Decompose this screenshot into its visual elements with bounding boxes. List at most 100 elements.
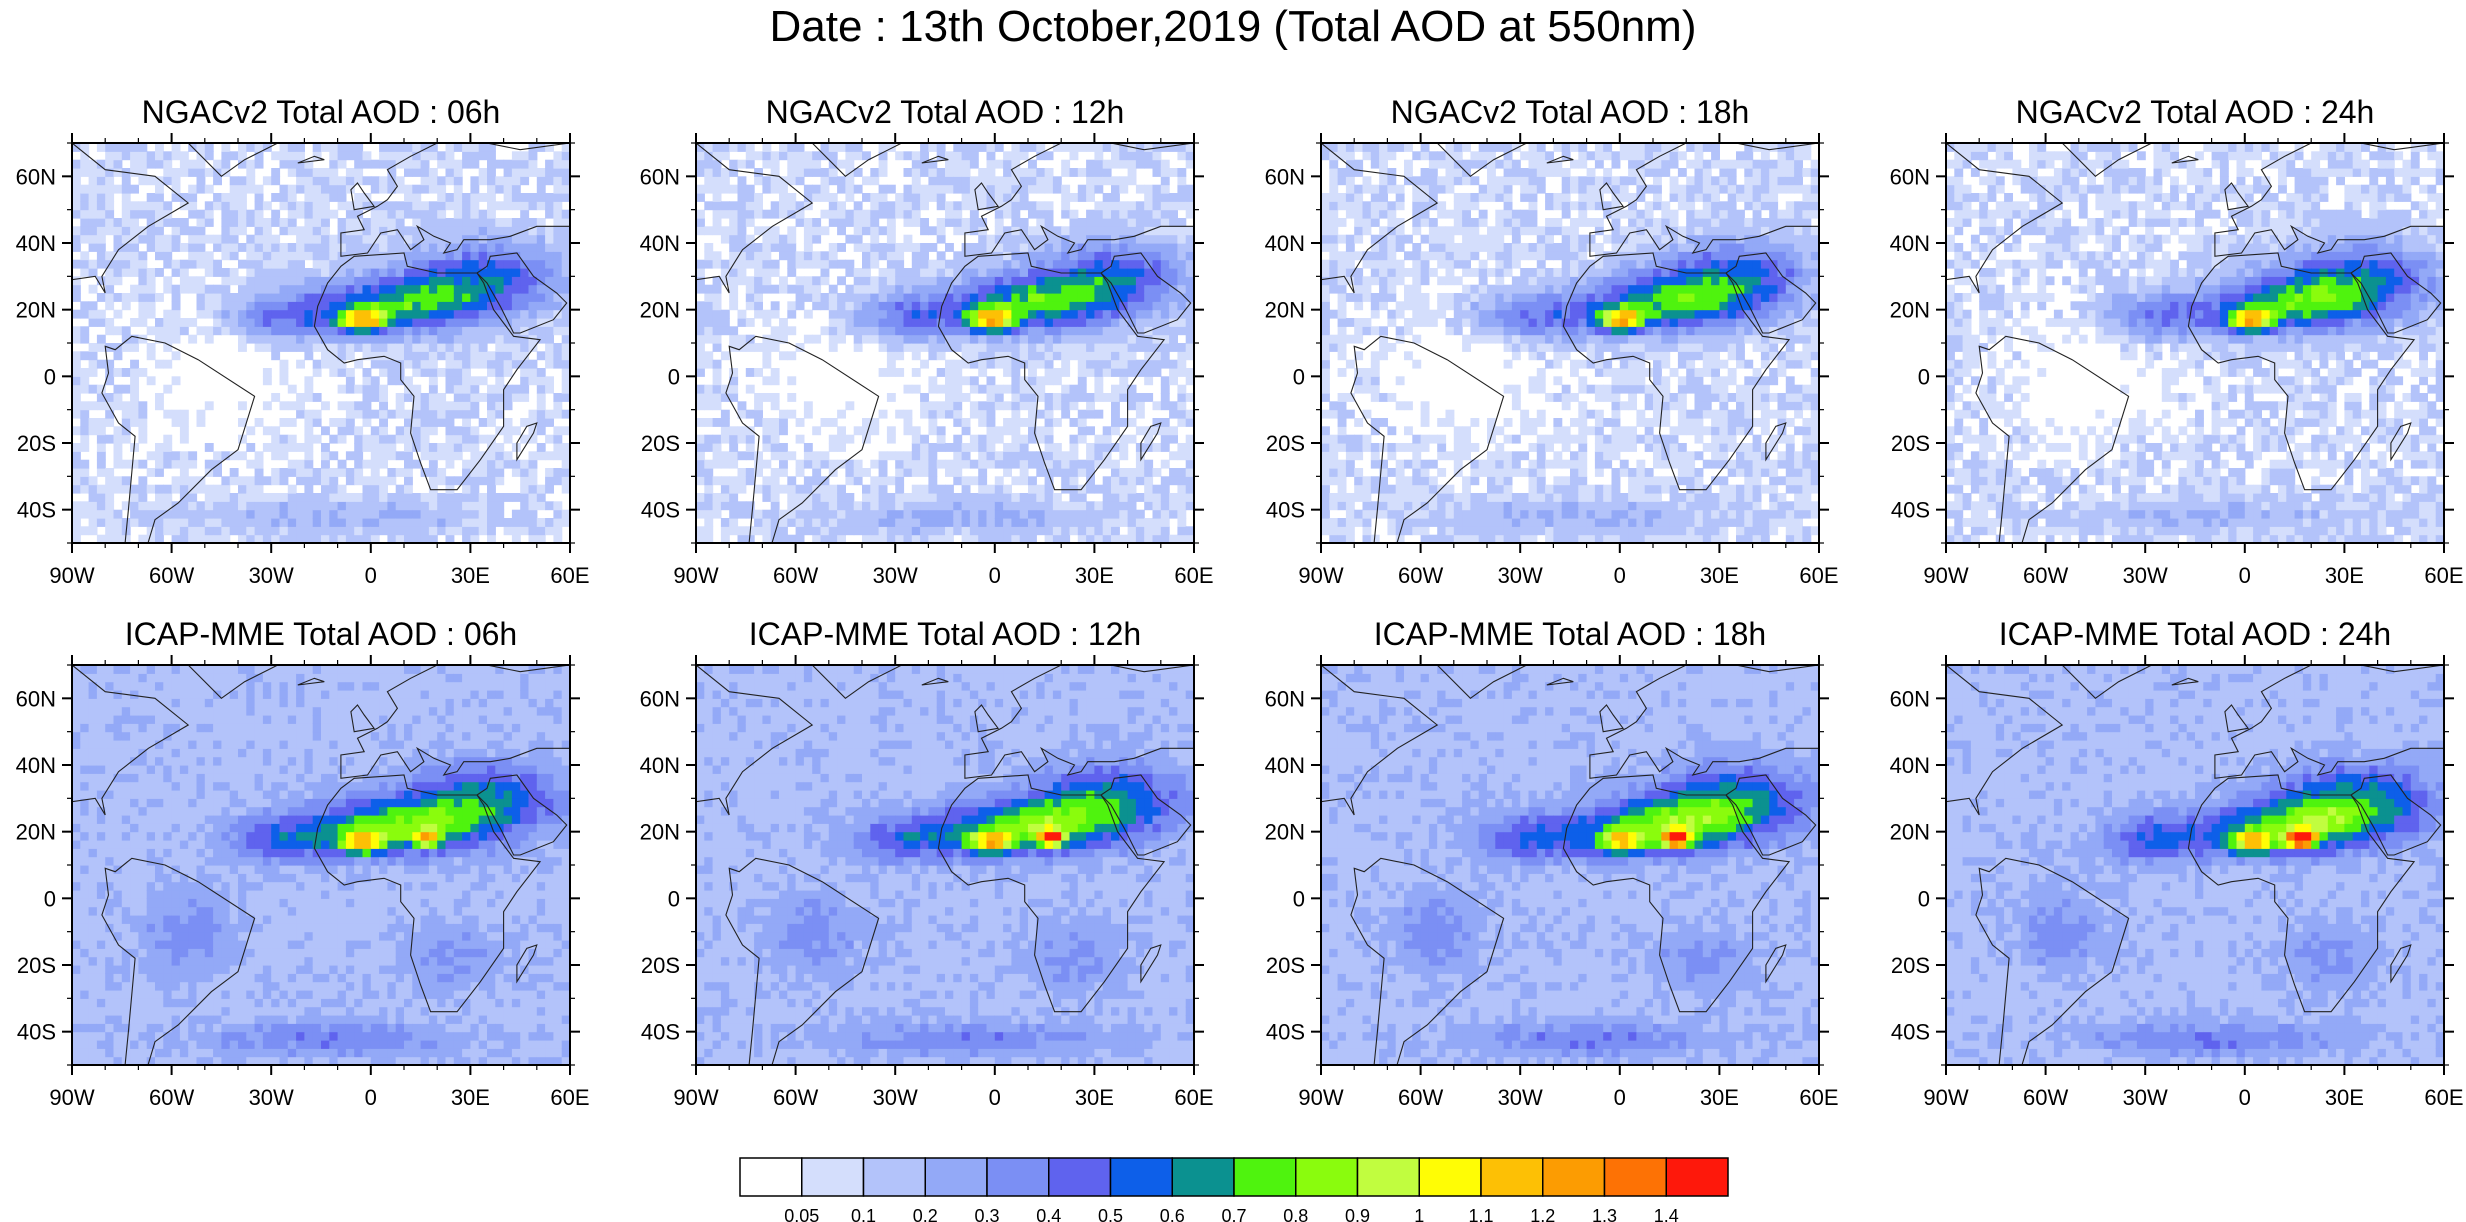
lat-tick-label: 20S	[17, 953, 56, 978]
panel-title: NGACv2 Total AOD : 06h	[142, 94, 501, 130]
colorbar-label: 1.2	[1530, 1206, 1555, 1222]
lon-tick-label: 90W	[1923, 1085, 1968, 1110]
coastlines	[1946, 143, 2444, 543]
lat-tick-label: 40N	[1265, 753, 1305, 778]
lat-tick-label: 60N	[1265, 164, 1305, 189]
lat-tick-label: 40S	[641, 1020, 680, 1045]
lat-tick-label: 40N	[640, 231, 680, 256]
lat-tick-label: 0	[1918, 886, 1930, 911]
colorbar-label: 0.6	[1160, 1206, 1185, 1222]
lat-tick-label: 40N	[16, 753, 56, 778]
aod-field	[696, 143, 1194, 543]
lat-tick-label: 40N	[1265, 231, 1305, 256]
lat-tick-label: 20N	[1265, 298, 1305, 323]
lon-tick-label: 60E	[1799, 563, 1838, 588]
colorbar-swatch	[1418, 1157, 1482, 1197]
lat-tick-label: 20N	[1890, 298, 1930, 323]
panel-title: NGACv2 Total AOD : 12h	[766, 94, 1125, 130]
lon-tick-label: 60E	[2424, 563, 2463, 588]
colorbar-label: 1.3	[1592, 1206, 1617, 1222]
lon-tick-label: 30W	[2123, 563, 2168, 588]
lon-tick-label: 0	[989, 563, 1001, 588]
coastlines	[696, 143, 1194, 543]
lon-tick-label: 60W	[773, 563, 818, 588]
lon-tick-label: 90W	[1923, 563, 1968, 588]
map-panel: ICAP-MME Total AOD : 18h 60N 40N 20N 0 20S 40S…	[1265, 616, 1839, 1110]
lat-tick-label: 20N	[640, 298, 680, 323]
lat-tick-label: 40S	[1266, 498, 1305, 523]
lon-tick-label: 60W	[2023, 1085, 2068, 1110]
coastlines	[1946, 665, 2444, 1065]
coastlines	[1321, 143, 1819, 543]
colorbar-label: 0.4	[1036, 1206, 1061, 1222]
lon-tick-label: 30E	[1075, 1085, 1114, 1110]
panel-title: ICAP-MME Total AOD : 24h	[1999, 616, 2391, 652]
map-panel: ICAP-MME Total AOD : 24h 60N 40N 20N 0 20S 40S…	[1890, 616, 2464, 1110]
colorbar-label: 0.2	[913, 1206, 938, 1222]
lat-tick-label: 20N	[16, 820, 56, 845]
coastlines	[1321, 665, 1819, 1065]
lon-tick-label: 30W	[249, 563, 294, 588]
lon-tick-label: 30E	[1700, 1085, 1739, 1110]
lon-tick-label: 30E	[2325, 563, 2364, 588]
lon-tick-label: 60E	[1174, 1085, 1213, 1110]
lat-tick-label: 40S	[17, 1020, 56, 1045]
lat-tick-label: 40S	[641, 498, 680, 523]
lon-tick-label: 60E	[1799, 1085, 1838, 1110]
lat-tick-label: 40N	[1890, 231, 1930, 256]
lon-tick-label: 90W	[673, 1085, 718, 1110]
colorbar-label: 1.4	[1654, 1206, 1679, 1222]
lat-tick-label: 60N	[16, 686, 56, 711]
lat-tick-label: 40S	[1891, 1020, 1930, 1045]
aod-field	[1321, 143, 1819, 543]
colorbar-swatch	[1233, 1157, 1297, 1197]
colorbar-swatch	[1542, 1157, 1606, 1197]
lat-tick-label: 60N	[640, 686, 680, 711]
panel-title: ICAP-MME Total AOD : 06h	[125, 616, 517, 652]
lon-tick-label: 30E	[451, 563, 490, 588]
map-panel: NGACv2 Total AOD : 18h 60N 40N 20N 0 20S 40S 90…	[1265, 94, 1839, 588]
map-panel: NGACv2 Total AOD : 24h 60N 40N 20N 0 20S 40S 90…	[1890, 94, 2464, 588]
colorbar-swatch	[1171, 1157, 1235, 1197]
lon-tick-label: 60W	[149, 563, 194, 588]
lon-tick-label: 30W	[1498, 563, 1543, 588]
figure-title: Date : 13th October,2019 (Total AOD at 5…	[0, 2, 2466, 52]
lat-tick-label: 0	[668, 886, 680, 911]
lat-tick-label: 20S	[1891, 953, 1930, 978]
lon-tick-label: 0	[989, 1085, 1001, 1110]
lat-tick-label: 60N	[640, 164, 680, 189]
lon-tick-label: 90W	[1298, 563, 1343, 588]
colorbar-swatch	[1295, 1157, 1359, 1197]
lat-tick-label: 40N	[1890, 753, 1930, 778]
colorbar-swatch	[924, 1157, 988, 1197]
lon-tick-label: 60W	[2023, 563, 2068, 588]
lon-tick-label: 60W	[1398, 563, 1443, 588]
colorbar-swatch	[739, 1157, 803, 1197]
colorbar-swatch	[801, 1157, 865, 1197]
lat-tick-label: 0	[1293, 364, 1305, 389]
lat-tick-label: 0	[1293, 886, 1305, 911]
lon-tick-label: 30W	[249, 1085, 294, 1110]
lat-tick-label: 0	[44, 364, 56, 389]
aod-field	[72, 143, 570, 543]
colorbar-label: 1.1	[1468, 1206, 1493, 1222]
lat-tick-label: 20S	[641, 431, 680, 456]
coastlines	[696, 665, 1194, 1065]
lat-tick-label: 0	[1918, 364, 1930, 389]
lon-tick-label: 0	[2239, 1085, 2251, 1110]
lon-tick-label: 60E	[550, 1085, 589, 1110]
lon-tick-label: 0	[2239, 563, 2251, 588]
lat-tick-label: 60N	[1265, 686, 1305, 711]
colorbar-label: 0.9	[1345, 1206, 1370, 1222]
lat-tick-label: 20S	[1891, 431, 1930, 456]
map-panel: ICAP-MME Total AOD : 06h 60N 40N 20N 0 20S 40S…	[16, 616, 590, 1110]
lon-tick-label: 0	[365, 1085, 377, 1110]
lon-tick-label: 60E	[1174, 563, 1213, 588]
map-panel: ICAP-MME Total AOD : 12h 60N 40N 20N 0 20S 40S…	[640, 616, 1214, 1110]
lat-tick-label: 40N	[640, 753, 680, 778]
lon-tick-label: 0	[1614, 1085, 1626, 1110]
lon-tick-label: 30W	[873, 563, 918, 588]
lon-tick-label: 60E	[550, 563, 589, 588]
